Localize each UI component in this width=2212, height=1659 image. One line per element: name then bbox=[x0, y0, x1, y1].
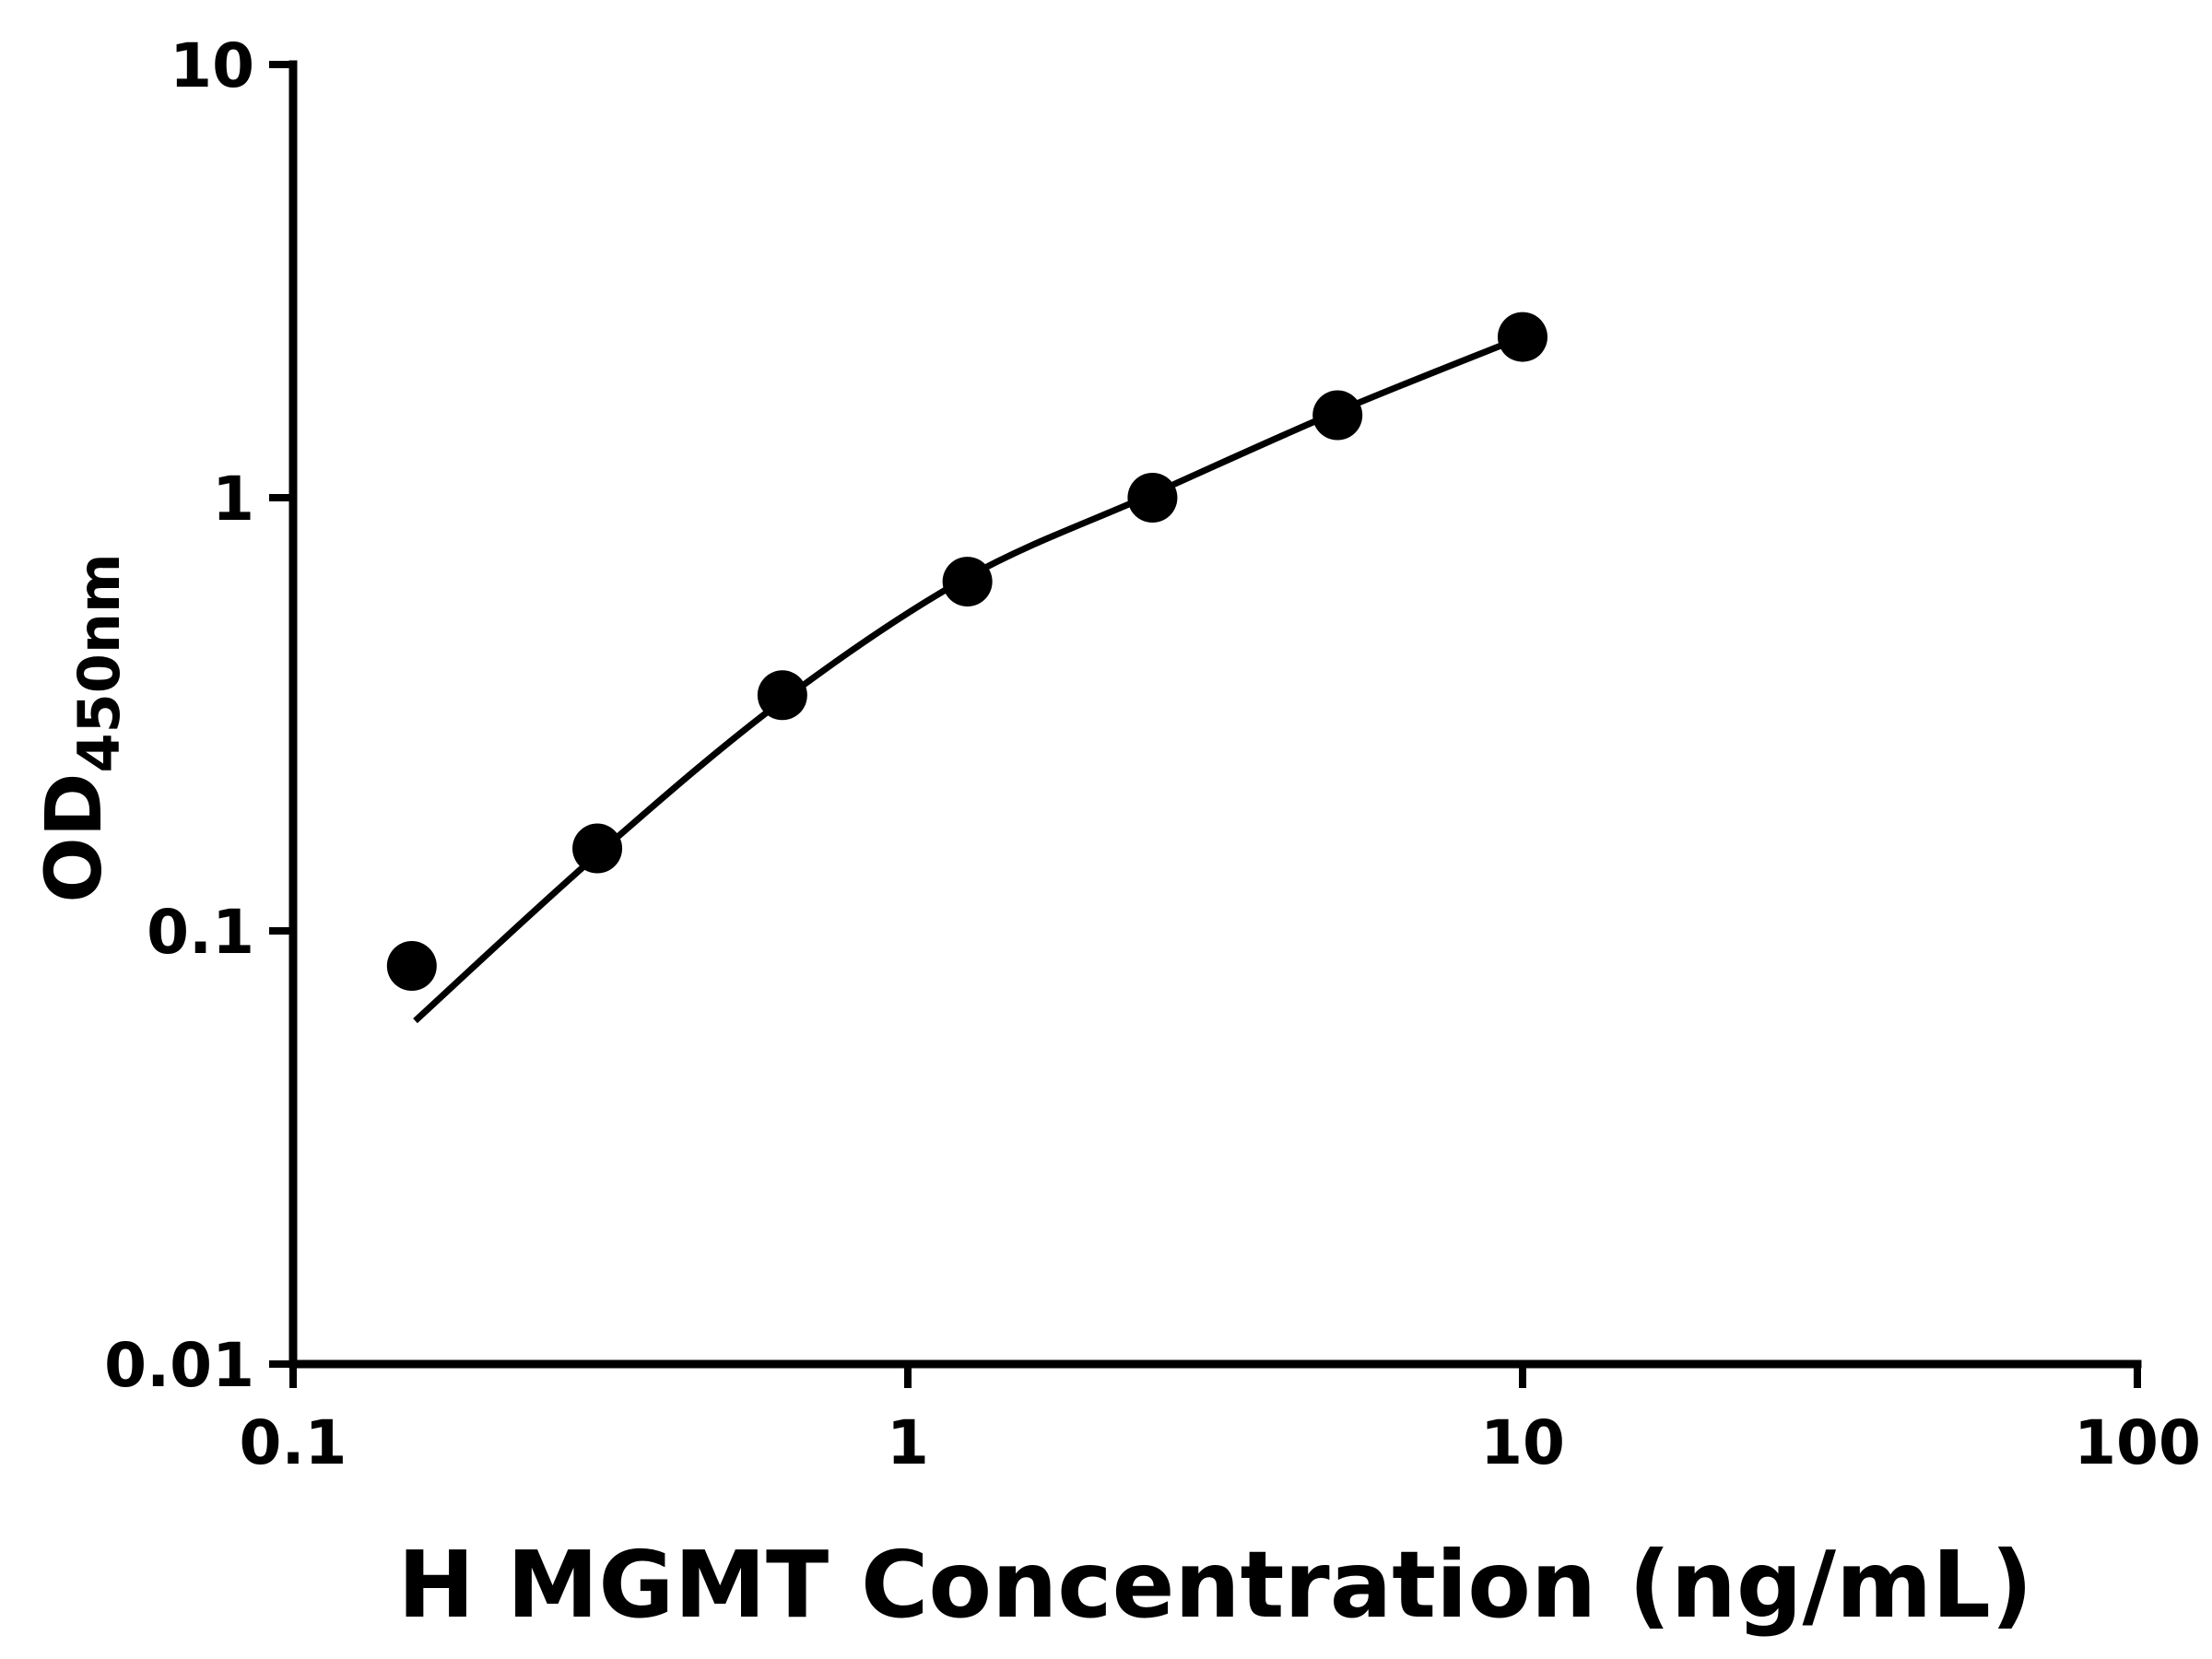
y-tick-label: 10 bbox=[170, 30, 254, 101]
data-point bbox=[386, 941, 437, 992]
data-point bbox=[757, 670, 807, 721]
fit-curve-line bbox=[413, 334, 1524, 1024]
x-tick-label: 100 bbox=[2074, 1407, 2201, 1478]
data-point bbox=[1127, 473, 1178, 523]
axes-spines bbox=[288, 60, 2142, 1369]
x-tick-label: 1 bbox=[887, 1407, 929, 1478]
data-point bbox=[1312, 390, 1363, 441]
y-axis-title: OD450nm bbox=[9, 129, 138, 1327]
data-point bbox=[942, 557, 993, 607]
y-axis-title-main: OD bbox=[29, 772, 119, 903]
x-tick-label: 0.1 bbox=[240, 1407, 347, 1478]
y-tick-label: 1 bbox=[212, 464, 254, 535]
y-axis-title-subscript: 450nm bbox=[65, 553, 133, 773]
x-tick-label: 10 bbox=[1480, 1407, 1565, 1478]
data-point bbox=[572, 823, 623, 874]
x-axis-title: H MGMT Concentration (ng/mL) bbox=[397, 1531, 2033, 1639]
data-point bbox=[1498, 312, 1547, 362]
y-tick-label: 0.1 bbox=[147, 897, 254, 968]
y-tick-label: 0.01 bbox=[104, 1330, 254, 1401]
